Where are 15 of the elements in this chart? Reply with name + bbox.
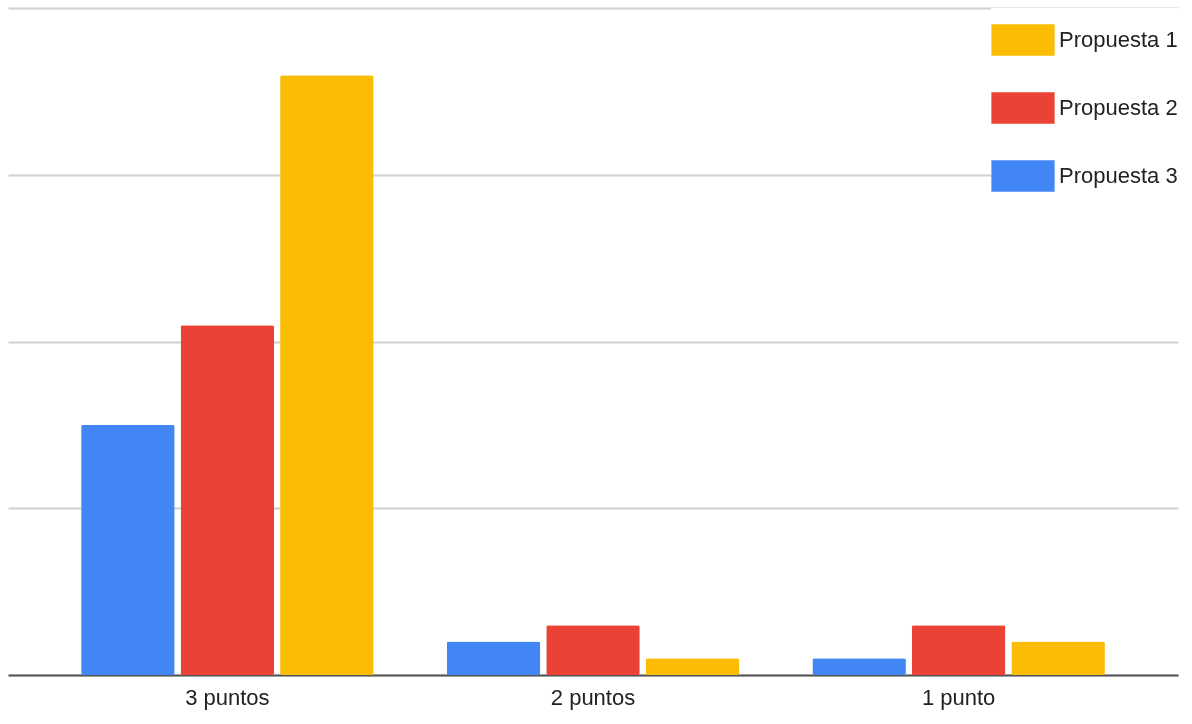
bar bbox=[280, 75, 374, 675]
x-tick-label: 2 puntos bbox=[550, 684, 636, 710]
bar bbox=[1011, 641, 1105, 675]
bar bbox=[546, 625, 640, 675]
bar bbox=[645, 658, 740, 675]
bar bbox=[81, 424, 175, 675]
x-tick-label: 3 puntos bbox=[185, 684, 270, 710]
legend-label: Propuesta 1 bbox=[1059, 27, 1178, 52]
bar bbox=[446, 641, 541, 675]
bar bbox=[812, 658, 906, 675]
x-tick-label: 1 punto bbox=[921, 684, 996, 710]
bar bbox=[911, 625, 1006, 675]
bar bbox=[180, 325, 275, 675]
legend-label: Propuesta 3 bbox=[1059, 163, 1178, 188]
legend-label: Propuesta 2 bbox=[1059, 95, 1178, 120]
